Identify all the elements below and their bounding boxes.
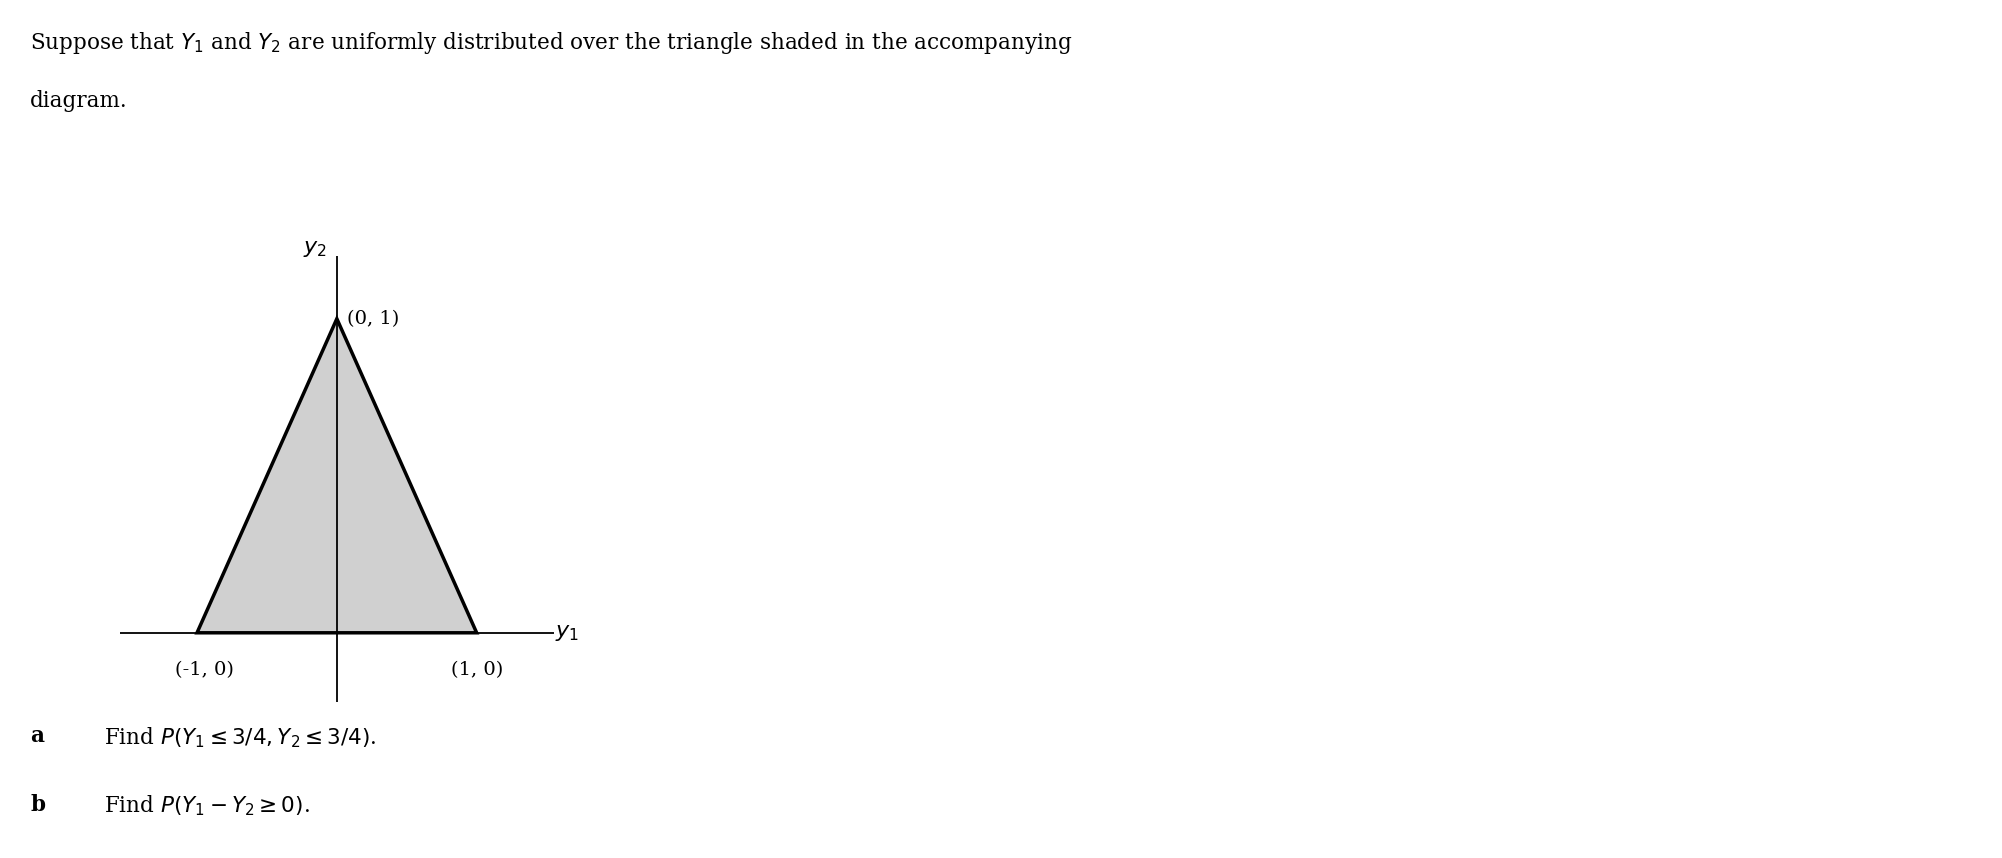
- Text: diagram.: diagram.: [30, 90, 128, 112]
- Text: Suppose that $Y_1$ and $Y_2$ are uniformly distributed over the triangle shaded : Suppose that $Y_1$ and $Y_2$ are uniform…: [30, 30, 1073, 56]
- Text: (-1, 0): (-1, 0): [174, 661, 234, 679]
- Text: b: b: [30, 794, 44, 816]
- Text: $y_2$: $y_2$: [302, 239, 326, 259]
- Text: (0, 1): (0, 1): [346, 310, 398, 328]
- Text: (1, 0): (1, 0): [450, 661, 503, 679]
- Text: Find $P(Y_1 \leq 3/4, Y_2 \leq 3/4)$.: Find $P(Y_1 \leq 3/4, Y_2 \leq 3/4)$.: [104, 725, 376, 750]
- Text: Find $P(Y_1 - Y_2 \geq 0)$.: Find $P(Y_1 - Y_2 \geq 0)$.: [104, 794, 310, 819]
- Text: $y_1$: $y_1$: [555, 623, 579, 643]
- Text: a: a: [30, 725, 44, 747]
- Polygon shape: [196, 319, 476, 633]
